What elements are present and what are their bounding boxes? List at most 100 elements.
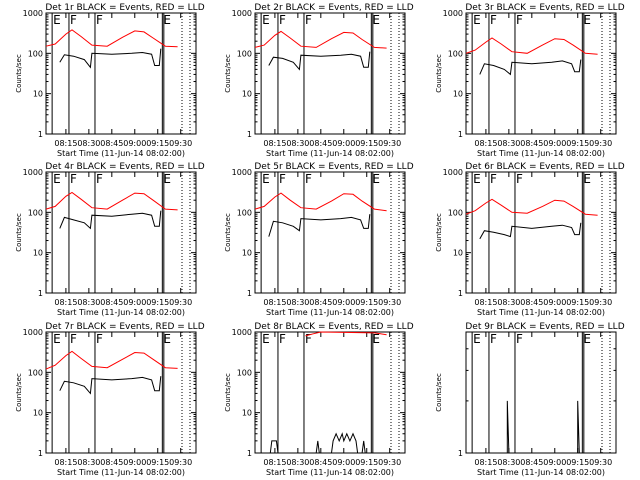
y-tick-label: 1 [38, 449, 43, 458]
x-tick-label: 09:15 [146, 298, 169, 307]
panel-title: Det 1r BLACK = Events, RED = LLD [45, 3, 204, 13]
x-tick-label: 08:45 [309, 139, 332, 148]
marker-label: E [583, 172, 591, 186]
plot-frame [254, 12, 406, 135]
x-tick-label: 08:45 [100, 298, 123, 307]
x-tick-label: 09:00 [543, 139, 566, 148]
x-tick-label: 08:15 [54, 298, 77, 307]
marker-label: F [305, 13, 312, 27]
x-tick-label: 08:30 [497, 298, 520, 307]
y-tick-label: 100 [237, 208, 252, 217]
x-tick-label: 08:45 [520, 139, 543, 148]
plot-frame [45, 331, 197, 454]
y-tick-label: 1 [458, 289, 463, 298]
marker-label: F [490, 13, 497, 27]
y-tick-label: 1 [247, 130, 252, 139]
x-tick-label: 08:45 [100, 458, 123, 467]
marker-label: E [583, 332, 591, 346]
y-tick-label: 1 [38, 130, 43, 139]
x-tick-label: 09:00 [332, 458, 355, 467]
y-tick-label: 100 [28, 208, 43, 217]
marker-label: F [96, 332, 103, 346]
x-tick-label: 08:15 [54, 139, 77, 148]
x-tick-label: 09:00 [332, 298, 355, 307]
y-tick-label: 1000 [232, 9, 252, 18]
series-line-events [59, 48, 162, 69]
series-line-lld [45, 350, 178, 370]
x-tick-label: 09:00 [543, 458, 566, 467]
x-tick-label: 08:15 [474, 298, 497, 307]
marker-label: E [262, 332, 270, 346]
marker-label: E [53, 13, 61, 27]
y-tick-label: 1000 [23, 328, 43, 337]
y-tick-label: 100 [448, 49, 463, 58]
marker-label: F [70, 172, 77, 186]
x-tick-label: 09:00 [123, 458, 146, 467]
marker-label: F [70, 13, 77, 27]
marker-label: F [70, 332, 77, 346]
x-tick-label: 09:15 [146, 139, 169, 148]
x-axis-label: Start Time (11-Jun-14 08:02:00) [266, 149, 394, 158]
marker-label: F [279, 332, 286, 346]
x-tick-label: 09:30 [169, 458, 192, 467]
x-tick-label: 08:45 [520, 458, 543, 467]
series-line-events [268, 214, 371, 237]
series-line-lld [465, 37, 598, 55]
panel-title: Det 8r BLACK = Events, RED = LLD [254, 322, 413, 332]
series-line-lld [254, 192, 387, 212]
x-tick-label: 08:30 [497, 458, 520, 467]
plot-frame [254, 171, 406, 294]
marker-label: F [305, 332, 312, 346]
series-line-events [269, 432, 366, 454]
y-tick-label: 1 [247, 289, 252, 298]
y-tick-label: 1000 [23, 9, 43, 18]
x-tick-label: 09:30 [169, 298, 192, 307]
series-line-events [59, 376, 162, 395]
series-line-events [479, 59, 582, 76]
marker-label: F [516, 172, 523, 186]
marker-label: F [279, 172, 286, 186]
marker-label: E [473, 332, 481, 346]
x-tick-label: 08:30 [77, 298, 100, 307]
marker-label: E [583, 13, 591, 27]
marker-label: E [372, 13, 380, 27]
series-line-events [479, 222, 582, 240]
y-tick-label: 1000 [232, 328, 252, 337]
series-line-events [59, 210, 162, 230]
series-line-lld [305, 331, 387, 337]
x-tick-label: 08:45 [309, 458, 332, 467]
y-tick-label: 1 [458, 130, 463, 139]
marker-label: E [163, 332, 171, 346]
x-tick-label: 08:15 [263, 139, 286, 148]
marker-label: F [96, 172, 103, 186]
marker-label: E [262, 13, 270, 27]
y-tick-label: 100 [237, 49, 252, 58]
x-axis-label: Start Time (11-Jun-14 08:02:00) [477, 149, 605, 158]
marker-label: F [490, 172, 497, 186]
y-tick-label: 10 [242, 90, 252, 99]
x-tick-label: 08:30 [286, 139, 309, 148]
x-tick-label: 09:00 [123, 298, 146, 307]
marker-label: E [372, 172, 380, 186]
x-axis-label: Start Time (11-Jun-14 08:02:00) [266, 308, 394, 317]
series-line-lld [254, 30, 387, 49]
x-tick-label: 09:00 [543, 298, 566, 307]
x-axis-label: Start Time (11-Jun-14 08:02:00) [57, 149, 185, 158]
y-axis-label: Counts/sec [15, 54, 23, 93]
marker-label: E [262, 172, 270, 186]
x-tick-label: 08:30 [497, 139, 520, 148]
x-tick-label: 09:30 [169, 139, 192, 148]
panel-title: Det 6r BLACK = Events, RED = LLD [465, 162, 624, 172]
y-axis-label: Counts/sec [224, 54, 232, 93]
x-tick-label: 09:30 [378, 139, 401, 148]
series-line-lld [45, 191, 178, 211]
x-tick-label: 09:30 [589, 458, 612, 467]
